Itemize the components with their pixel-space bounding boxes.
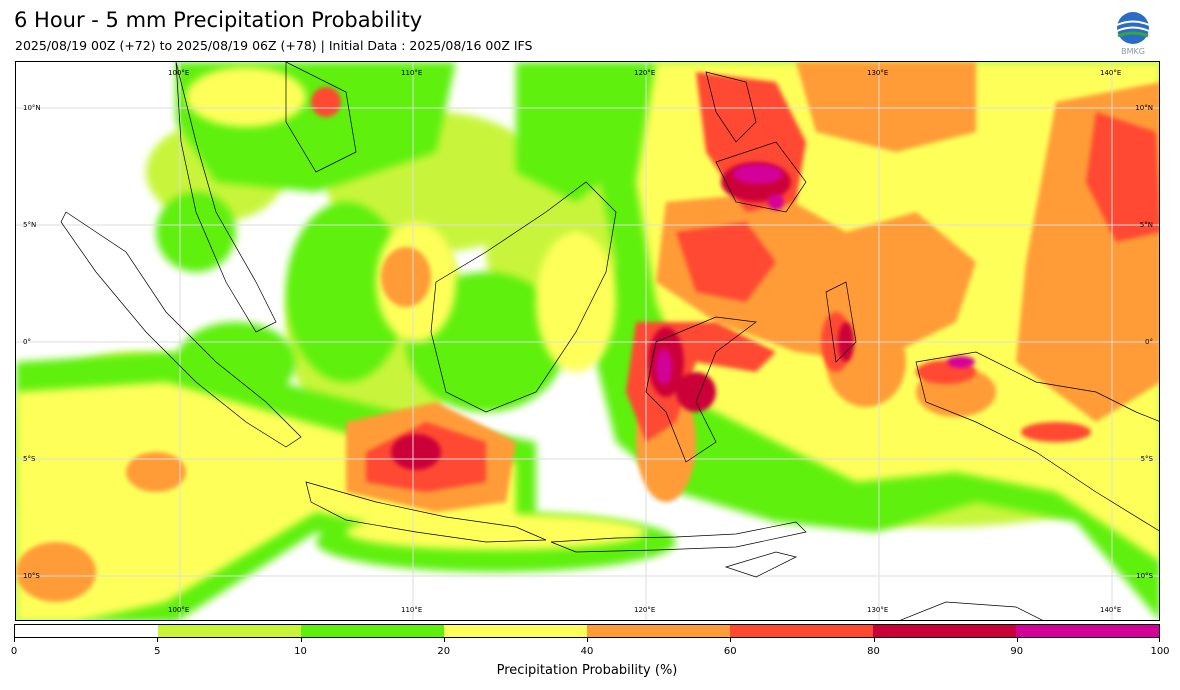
colorbar-segment — [15, 625, 158, 637]
map-gridlines — [16, 62, 1159, 620]
colorbar-tick-label: 60 — [723, 646, 737, 657]
colorbar-segment — [444, 625, 587, 637]
colorbar-tick — [1016, 638, 1018, 642]
colorbar-tick — [873, 638, 875, 642]
logo-text: BMKG — [1121, 47, 1145, 56]
colorbar-tick-label: 40 — [580, 646, 594, 657]
colorbar-tick-label: 80 — [867, 646, 880, 657]
lon-label-bottom-120: 120°E — [634, 606, 656, 614]
colorbar — [14, 624, 1160, 638]
coastline-indochina — [285, 62, 357, 173]
colorbar-tick-label: 5 — [154, 646, 161, 657]
lat-label-right-0: 0° — [1145, 338, 1153, 346]
prob-90-100-area — [656, 164, 975, 385]
lon-label-bottom-140: 140°E — [1100, 606, 1122, 614]
coastline-sumatra — [60, 211, 302, 448]
lat-label-left-10s: 10°S — [23, 572, 40, 580]
coastline-papua — [915, 351, 1159, 532]
map-canvas — [16, 62, 1159, 620]
lat-label-right-10s: 10°S — [1136, 572, 1153, 580]
colorbar-tick-label: 10 — [294, 646, 307, 657]
colorbar-segment — [873, 625, 1016, 637]
coastline-philippines-luzon — [705, 71, 757, 143]
colorbar-tick — [14, 638, 15, 642]
lat-label-right-5n: 5°N — [1139, 221, 1153, 229]
lon-label-top-110: 110°E — [401, 69, 423, 77]
coastline-australia — [900, 601, 1043, 620]
colorbar-segment — [730, 625, 873, 637]
colorbar-tick-label: 0 — [10, 646, 18, 657]
coastlines — [60, 62, 1159, 620]
lat-label-right-10n: 10°N — [1135, 104, 1153, 112]
lat-label-right-5s: 5°S — [1140, 455, 1153, 463]
colorbar-tick-label: 90 — [1010, 646, 1024, 657]
colorbar-tick — [730, 638, 732, 642]
colorbar-title: Precipitation Probability (%) — [496, 663, 678, 678]
coastline-sulawesi — [645, 316, 757, 463]
colorbar-tick — [443, 638, 445, 642]
coastline-lesser-sunda — [550, 521, 807, 553]
colorbar-tick — [157, 638, 159, 642]
colorbar-tick — [300, 638, 302, 642]
coastline-java — [305, 481, 547, 543]
colorbar-segment — [587, 625, 730, 637]
colorbar-tick — [587, 638, 588, 642]
lat-label-left-5s: 5°S — [23, 455, 36, 463]
map-subtitle: 2025/08/19 00Z (+72) to 2025/08/19 06Z (… — [15, 38, 533, 53]
colorbar-segment — [158, 625, 301, 637]
coastline-halmahera — [825, 281, 857, 363]
lat-label-left-10n: 10°N — [23, 104, 41, 112]
colorbar-tick — [1159, 638, 1160, 642]
lon-label-bottom-130: 130°E — [867, 606, 889, 614]
coastline-timor — [724, 551, 798, 578]
precipitation-map[interactable]: 100°E 110°E 120°E 130°E 140°E 100°E 110°… — [15, 61, 1160, 621]
lat-label-left-5n: 5°N — [23, 221, 37, 229]
lat-label-left-0: 0° — [23, 338, 31, 346]
lon-label-top-140: 140°E — [1100, 69, 1122, 77]
coastline-mindanao — [715, 141, 807, 213]
colorbar-tick-label: 20 — [437, 646, 451, 657]
coastline-borneo — [430, 181, 617, 413]
lon-label-bottom-110: 110°E — [401, 606, 423, 614]
map-title: 6 Hour - 5 mm Precipitation Probability — [14, 8, 423, 32]
colorbar-segment — [301, 625, 444, 637]
lon-label-top-100: 100°E — [168, 69, 190, 77]
lon-label-top-120: 120°E — [634, 69, 656, 77]
colorbar-segment — [1016, 625, 1159, 637]
colorbar-tick-label: 100 — [1150, 646, 1170, 657]
lon-label-bottom-100: 100°E — [168, 606, 190, 614]
bmkg-logo: BMKG — [1116, 12, 1150, 56]
coastline-malay-peninsula — [175, 62, 277, 333]
lon-label-top-130: 130°E — [867, 69, 889, 77]
